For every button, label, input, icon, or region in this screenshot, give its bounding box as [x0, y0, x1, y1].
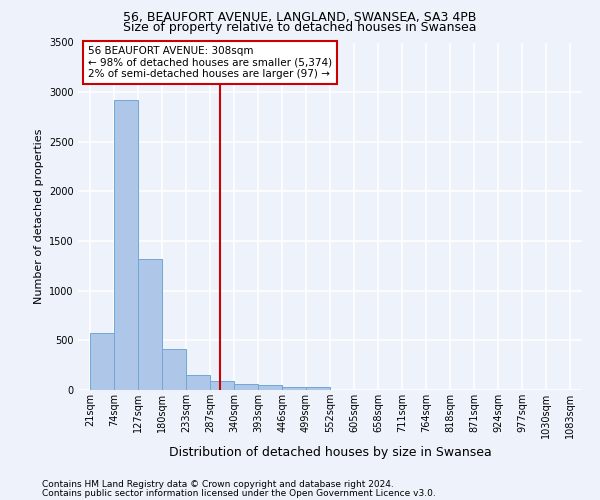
Bar — [283, 386, 306, 390]
Text: Contains public sector information licensed under the Open Government Licence v3: Contains public sector information licen… — [42, 488, 436, 498]
Bar — [306, 386, 330, 390]
Text: Contains HM Land Registry data © Crown copyright and database right 2024.: Contains HM Land Registry data © Crown c… — [42, 480, 394, 489]
X-axis label: Distribution of detached houses by size in Swansea: Distribution of detached houses by size … — [169, 446, 491, 460]
Text: 56 BEAUFORT AVENUE: 308sqm
← 98% of detached houses are smaller (5,374)
2% of se: 56 BEAUFORT AVENUE: 308sqm ← 98% of deta… — [88, 46, 332, 79]
Bar — [162, 350, 185, 390]
Bar — [138, 259, 161, 390]
Bar — [259, 385, 282, 390]
Bar — [114, 100, 137, 390]
Y-axis label: Number of detached properties: Number of detached properties — [34, 128, 44, 304]
Bar — [90, 334, 113, 390]
Text: Size of property relative to detached houses in Swansea: Size of property relative to detached ho… — [123, 21, 477, 34]
Bar — [235, 384, 258, 390]
Bar — [186, 374, 209, 390]
Bar — [211, 381, 234, 390]
Text: 56, BEAUFORT AVENUE, LANGLAND, SWANSEA, SA3 4PB: 56, BEAUFORT AVENUE, LANGLAND, SWANSEA, … — [124, 11, 476, 24]
